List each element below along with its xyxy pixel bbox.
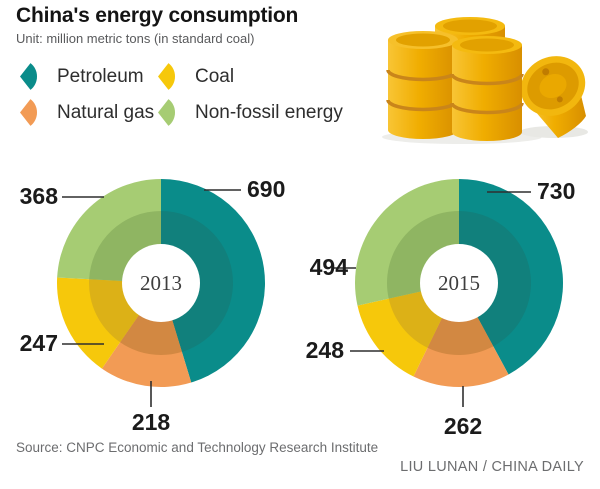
legend-item-petroleum: Petroleum xyxy=(18,62,144,91)
leader-lines xyxy=(62,189,531,407)
value-label-2015-non-fossil: 494 xyxy=(309,254,348,280)
legend-label-petroleum: Petroleum xyxy=(57,65,144,87)
source-text: Source: CNPC Economic and Technology Res… xyxy=(16,440,379,455)
petroleum-wedge-icon xyxy=(20,63,38,90)
donut-2013 xyxy=(56,178,266,388)
donut-hole-2015 xyxy=(420,244,498,322)
legend-label-non-fossil-energy: Non-fossil energy xyxy=(195,101,343,123)
page-title: China's energy consumption xyxy=(16,4,299,27)
value-label-2015-coal: 248 xyxy=(305,337,344,363)
non-fossil-energy-wedge-icon xyxy=(158,99,176,126)
value-label-2013-natural-gas: 218 xyxy=(131,409,171,435)
coal-wedge-icon xyxy=(158,63,176,90)
value-label-2013-petroleum: 690 xyxy=(247,176,286,202)
barrel-tilted xyxy=(520,56,586,138)
value-label-2013-coal: 247 xyxy=(19,330,58,356)
legend-item-coal: Coal xyxy=(156,62,234,91)
unit-subtitle: Unit: million metric tons (in standard c… xyxy=(16,31,255,46)
donut-hole-2013 xyxy=(122,244,200,322)
legend-item-non-fossil-energy: Non-fossil energy xyxy=(156,98,343,127)
legend-label-coal: Coal xyxy=(195,65,235,87)
donut-year-label-2013: 2013 xyxy=(140,271,182,295)
legend-item-natural-gas: Natural gas xyxy=(18,98,154,127)
oil-barrels-illustration xyxy=(382,17,588,144)
legend-label-natural-gas: Natural gas xyxy=(57,101,155,123)
credit-text: LIU LUNAN / CHINA DAILY xyxy=(400,459,584,475)
value-label-2015-natural-gas: 262 xyxy=(443,413,483,439)
barrel-center xyxy=(450,36,524,141)
natural-gas-wedge-icon xyxy=(20,99,38,126)
value-label-2013-non-fossil: 368 xyxy=(19,183,58,209)
donut-year-label-2015: 2015 xyxy=(438,271,480,295)
donut-2015 xyxy=(355,178,564,387)
value-label-2015-petroleum: 730 xyxy=(537,178,576,204)
barrel-left xyxy=(386,31,460,139)
